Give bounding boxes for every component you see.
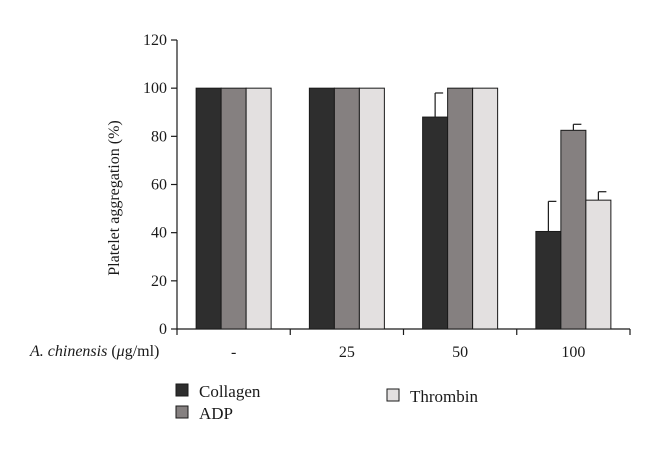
bar-adp xyxy=(560,129,587,330)
legend-swatch-collagen xyxy=(175,383,189,397)
error-bars xyxy=(434,92,607,232)
bar-thrombin xyxy=(358,87,385,330)
x-axis-title-mu: μ xyxy=(116,343,125,360)
x-tick-label: 100 xyxy=(561,344,585,361)
y-axis: 0 20 40 60 80 100 120 xyxy=(143,32,178,338)
bar-collagen xyxy=(422,116,449,330)
legend-label-collagen: Collagen xyxy=(199,382,261,401)
y-tick-label: 80 xyxy=(151,128,167,145)
y-tick-label: 100 xyxy=(143,80,167,97)
bar-thrombin xyxy=(472,87,499,330)
x-axis: - 25 50 100 xyxy=(176,328,631,361)
legend-swatch-thrombin xyxy=(386,388,400,402)
x-axis-title: A. chinensis (μg/ml) xyxy=(29,343,159,360)
legend-swatch-adp xyxy=(175,405,189,419)
bar-adp xyxy=(333,87,360,330)
x-axis-title-paren: ( xyxy=(107,343,116,360)
y-tick-label: 0 xyxy=(159,321,167,338)
bar-thrombin xyxy=(585,199,612,330)
x-axis-title-units: g/ml) xyxy=(125,343,160,360)
y-axis-title: Platelet aggregation (%) xyxy=(106,120,123,276)
x-tick-label: - xyxy=(231,344,236,361)
y-tick-label: 20 xyxy=(151,273,167,290)
bar-thrombin xyxy=(245,87,272,330)
y-tick-label: 120 xyxy=(143,32,167,49)
legend: Collagen ADP Thrombin xyxy=(175,382,478,423)
bar-adp xyxy=(220,87,247,330)
bar-collagen xyxy=(308,87,335,330)
x-tick-label: 25 xyxy=(339,344,355,361)
legend-label-thrombin: Thrombin xyxy=(410,387,478,406)
x-tick-label: 50 xyxy=(452,344,468,361)
y-tick-label: 40 xyxy=(151,225,167,242)
y-tick-label: 60 xyxy=(151,177,167,194)
bar-collagen xyxy=(535,230,562,330)
bar-adp xyxy=(447,87,474,330)
x-axis-title-species: A. chinensis xyxy=(29,343,107,360)
legend-label-adp: ADP xyxy=(199,404,233,423)
bars xyxy=(195,87,612,330)
bar-collagen xyxy=(195,87,222,330)
